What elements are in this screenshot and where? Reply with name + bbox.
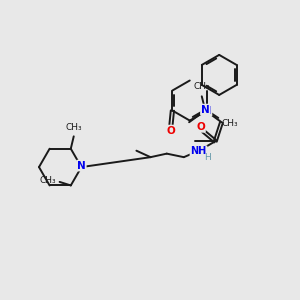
Text: CH₃: CH₃ bbox=[194, 82, 210, 91]
Text: H: H bbox=[204, 153, 211, 162]
Text: O: O bbox=[196, 122, 205, 132]
Text: N: N bbox=[201, 105, 210, 115]
Text: N: N bbox=[203, 106, 212, 116]
Text: O: O bbox=[167, 126, 175, 136]
Text: N: N bbox=[77, 160, 86, 171]
Text: NH: NH bbox=[190, 146, 207, 156]
Text: CH₃: CH₃ bbox=[39, 176, 56, 185]
Text: CH₃: CH₃ bbox=[65, 123, 82, 132]
Text: CH₃: CH₃ bbox=[222, 119, 238, 128]
